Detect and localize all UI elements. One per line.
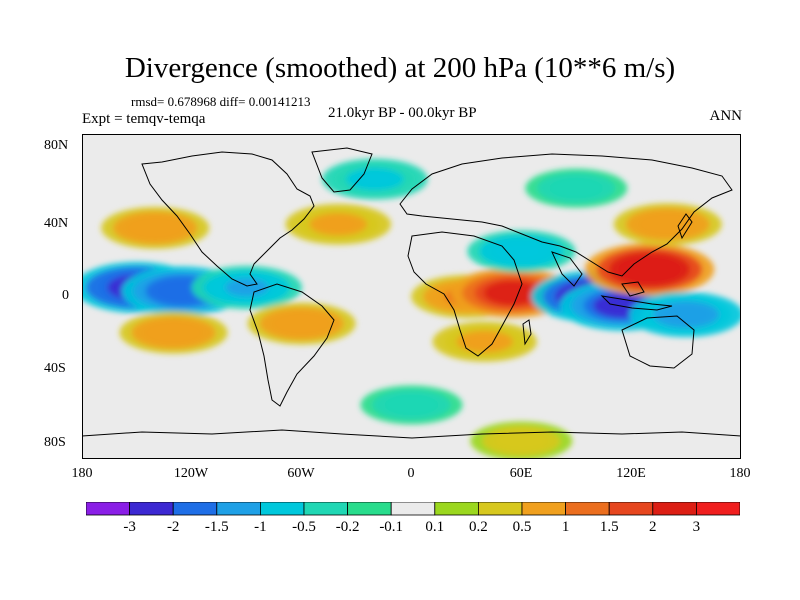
colorbar-label: 1.5 [599, 519, 619, 535]
divergence-cell [618, 255, 681, 284]
rmsd-stats: rmsd= 0.678968 diff= 0.00141213 [131, 94, 311, 109]
colorbar-boxes [86, 502, 740, 516]
colorbar-label: -1.5 [204, 519, 229, 535]
colorbar-box [652, 502, 697, 516]
colorbar-box [608, 502, 654, 516]
coastline-japan [677, 213, 693, 240]
colorbar-box [172, 502, 218, 516]
colorbar-box [347, 502, 392, 516]
colorbar-box [303, 502, 348, 516]
lon-tick: 180 [71, 466, 93, 481]
colorbar-box [216, 502, 261, 516]
colorbar-box [696, 502, 740, 516]
colorbar-box [434, 502, 479, 516]
coastline-south-america [249, 283, 335, 407]
coastline-greenland [311, 147, 373, 193]
divergence-cell [500, 242, 542, 260]
lon-tick: 120W [173, 466, 209, 481]
map-frame [82, 134, 741, 459]
colorbar [86, 502, 740, 516]
divergence-cell [647, 215, 689, 233]
divergence-cell [466, 334, 504, 350]
coastline-indonesia [600, 295, 673, 311]
divergence-cell [503, 434, 539, 448]
colorbar-label: 0.2 [469, 519, 488, 535]
divergence-cell [319, 216, 358, 233]
colorbar-box [129, 502, 174, 516]
plot-title: Divergence (smoothed) at 200 hPa (10**6 … [124, 52, 676, 84]
coastline-india [551, 251, 583, 287]
divergence-cell [483, 280, 541, 306]
divergence-cell [281, 315, 323, 332]
lon-tick: 180 [729, 466, 751, 481]
experiment-label: Expt = temqv-temqa [82, 111, 206, 127]
divergence-field [82, 158, 741, 459]
coastline-madagascar [522, 319, 532, 346]
lon-tick: 60E [509, 466, 533, 481]
lat-tick: 40S [44, 361, 66, 376]
divergence-map [82, 134, 741, 459]
coastlines [82, 147, 741, 439]
divergence-cell [558, 181, 594, 196]
lon-tick: 120E [616, 466, 646, 481]
coastline-eurasia [399, 153, 733, 277]
colorbar-box [86, 502, 130, 516]
lat-tick: 80N [44, 138, 69, 153]
coastline-africa [407, 231, 523, 357]
period-label: 21.0kyr BP - 00.0kyr BP [328, 105, 477, 121]
coastline-borneo [621, 281, 645, 297]
divergence-cell [225, 278, 269, 297]
colorbar-label: 1 [561, 519, 570, 535]
lon-tick: 0 [407, 466, 415, 481]
colorbar-label: -3 [123, 519, 136, 535]
lon-tick: 60W [287, 466, 315, 481]
divergence-cell [355, 171, 395, 187]
divergence-cell [662, 304, 710, 325]
colorbar-label: 0.1 [425, 519, 445, 535]
colorbar-label: -2 [166, 519, 180, 535]
coastline-antarctica [82, 429, 741, 439]
colorbar-label: -1 [254, 519, 267, 535]
colorbar-label: -0.1 [379, 519, 404, 535]
coastline-north-america [141, 151, 315, 287]
lat-tick: 80S [44, 435, 66, 450]
colorbar-box [565, 502, 610, 516]
colorbar-box [521, 502, 566, 516]
colorbar-label: 2 [649, 519, 657, 535]
divergence-cell [153, 324, 194, 342]
colorbar-box [390, 502, 436, 516]
colorbar-label: -0.2 [335, 519, 360, 535]
coastline-australia [621, 315, 695, 369]
colorbar-box [477, 502, 523, 516]
colorbar-label: 0.5 [512, 519, 532, 535]
season-label: ANN [709, 108, 743, 124]
lat-tick: 0 [62, 288, 69, 303]
lat-tick: 40N [44, 216, 69, 231]
divergence-cell [134, 219, 176, 237]
colorbar-label: 3 [692, 519, 701, 535]
colorbar-label: -0.5 [292, 519, 316, 535]
divergence-cell [394, 397, 429, 412]
colorbar-box [259, 502, 305, 516]
